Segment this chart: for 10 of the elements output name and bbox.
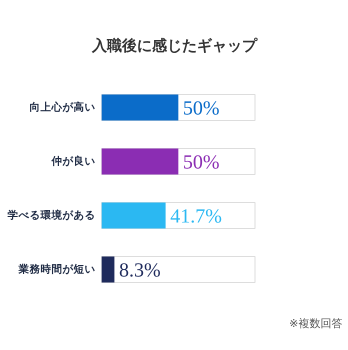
data-label: 8.3% <box>119 260 161 282</box>
y-tick-label: 学べる環境がある <box>8 208 96 222</box>
text: ※複数回答 <box>289 317 342 330</box>
y-tick-label: 仲が良い <box>50 154 96 168</box>
y-tick-label: 向上心が高い <box>30 100 96 114</box>
data-label: 41.7% <box>170 206 222 228</box>
data-label: 50% <box>182 152 220 174</box>
chart-title: 入職後に感じたギャップ <box>91 36 258 54</box>
data-label: 50% <box>182 98 220 120</box>
y-tick-label: 業務時間が短い <box>18 262 96 276</box>
